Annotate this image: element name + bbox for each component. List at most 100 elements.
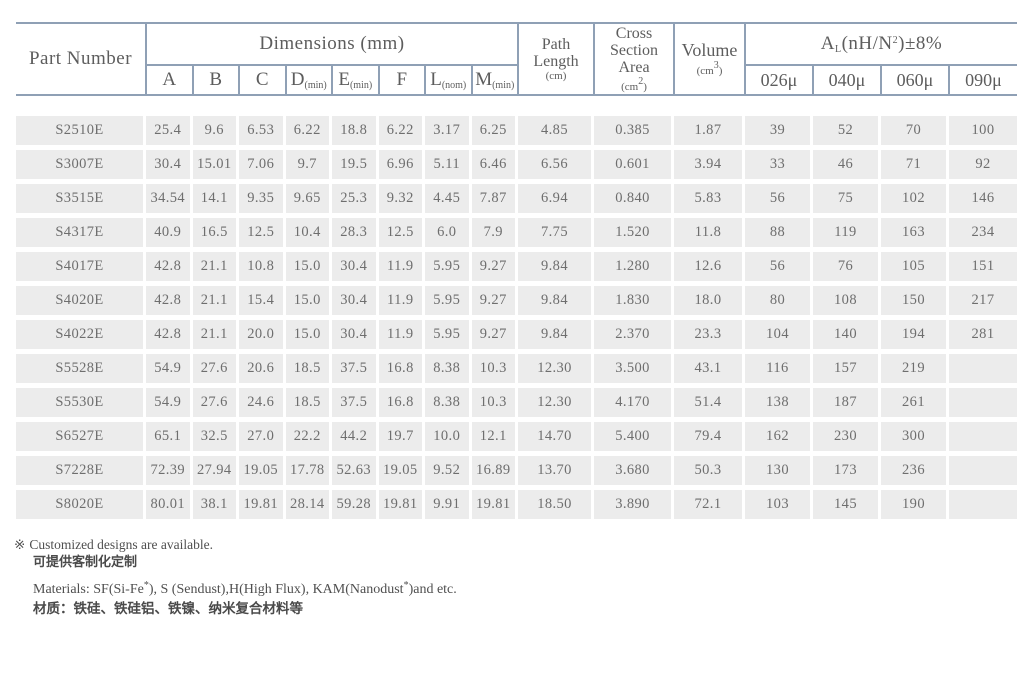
value-cell: 15.01 — [192, 150, 239, 184]
value-cell: 19.81 — [239, 490, 286, 524]
value-cell: 28.14 — [285, 490, 332, 524]
value-cell: 105 — [881, 252, 949, 286]
part-number-cell: S6527E — [16, 422, 146, 456]
value-cell: 18.5 — [285, 354, 332, 388]
value-cell: 19.81 — [378, 490, 425, 524]
value-cell: 52.63 — [332, 456, 379, 490]
value-cell: 40.9 — [146, 218, 193, 252]
value-cell: 3.890 — [594, 490, 674, 524]
value-cell: 119 — [813, 218, 881, 252]
value-cell: 20.6 — [239, 354, 286, 388]
value-cell: 14.70 — [518, 422, 594, 456]
value-cell: 19.5 — [332, 150, 379, 184]
value-cell: 5.11 — [425, 150, 472, 184]
value-cell: 16.89 — [471, 456, 518, 490]
part-number-cell: S4022E — [16, 320, 146, 354]
value-cell: 7.06 — [239, 150, 286, 184]
value-cell: 6.56 — [518, 150, 594, 184]
value-cell: 32.5 — [192, 422, 239, 456]
value-cell: 18.5 — [285, 388, 332, 422]
table-row: S5530E 54.9 27.6 24.6 18.5 37.5 16.8 8.38 10.3 12… — [16, 388, 1017, 422]
part-number-cell: S2510E — [16, 116, 146, 150]
value-cell: 15.4 — [239, 286, 286, 320]
value-cell: 162 — [745, 422, 813, 456]
value-cell: 30.4 — [332, 286, 379, 320]
value-cell: 30.4 — [146, 150, 193, 184]
value-cell: 12.5 — [378, 218, 425, 252]
part-number-cell: S3007E — [16, 150, 146, 184]
path-length-line2: Length — [533, 53, 579, 70]
value-cell: 11.9 — [378, 320, 425, 354]
value-cell: 108 — [813, 286, 881, 320]
value-cell: 4.85 — [518, 116, 594, 150]
spec-table-header: Part Number Dimensions (mm) Path Length … — [16, 22, 1017, 96]
value-cell: 70 — [881, 116, 949, 150]
value-cell: 21.1 — [192, 320, 239, 354]
value-cell: 138 — [745, 388, 813, 422]
value-cell: 16.8 — [378, 388, 425, 422]
table-row: S4022E 42.8 21.1 20.0 15.0 30.4 11.9 5.95 9.27 9.… — [16, 320, 1017, 354]
value-cell: 0.840 — [594, 184, 674, 218]
value-cell — [949, 490, 1017, 524]
value-cell: 2.370 — [594, 320, 674, 354]
value-cell: 4.170 — [594, 388, 674, 422]
col-header-al-group: AL(nH/N2)±8% — [744, 22, 1017, 66]
value-cell: 187 — [813, 388, 881, 422]
value-cell: 6.53 — [239, 116, 286, 150]
value-cell: 5.95 — [425, 320, 472, 354]
cross-section-line1: Cross — [615, 25, 653, 42]
table-row: S4017E 42.8 21.1 10.8 15.0 30.4 11.9 5.95 9.27 9.… — [16, 252, 1017, 286]
table-row: S2510E 25.4 9.6 6.53 6.22 18.8 6.22 3.17 6.25 4.8… — [16, 116, 1017, 150]
table-row: S8020E 80.01 38.1 19.81 28.14 59.28 19.81 9.91 1… — [16, 490, 1017, 524]
value-cell: 9.6 — [192, 116, 239, 150]
value-cell: 42.8 — [146, 286, 193, 320]
value-cell: 9.27 — [471, 286, 518, 320]
value-cell: 12.5 — [239, 218, 286, 252]
value-cell: 19.05 — [378, 456, 425, 490]
col-header-part-number: Part Number — [16, 22, 147, 96]
value-cell: 12.30 — [518, 388, 594, 422]
value-cell: 145 — [813, 490, 881, 524]
value-cell: 16.8 — [378, 354, 425, 388]
col-header-dim-l-nom: L(nom) — [424, 64, 473, 96]
value-cell: 42.8 — [146, 320, 193, 354]
footnotes: ※ Customized designs are available. 可提供客制… — [14, 537, 1035, 617]
value-cell: 219 — [881, 354, 949, 388]
col-header-dim-c: C — [238, 64, 287, 96]
value-cell: 21.1 — [192, 286, 239, 320]
value-cell: 56 — [745, 184, 813, 218]
value-cell: 0.385 — [594, 116, 674, 150]
value-cell: 1.830 — [594, 286, 674, 320]
value-cell: 39 — [745, 116, 813, 150]
value-cell: 236 — [881, 456, 949, 490]
value-cell: 27.0 — [239, 422, 286, 456]
note-customized-zh: 可提供客制化定制 — [33, 554, 138, 569]
table-row: S3007E 30.4 15.01 7.06 9.7 19.5 6.96 5.11 6.46 6.… — [16, 150, 1017, 184]
path-length-line1: Path — [541, 36, 571, 53]
value-cell: 300 — [881, 422, 949, 456]
note-customized-en: ※ Customized designs are available. — [14, 537, 1035, 553]
table-row: S4317E 40.9 16.5 12.5 10.4 28.3 12.5 6.0 7.9 7.75… — [16, 218, 1017, 252]
value-cell: 163 — [881, 218, 949, 252]
value-cell: 1.87 — [674, 116, 745, 150]
part-number-cell: S5528E — [16, 354, 146, 388]
value-cell: 0.601 — [594, 150, 674, 184]
value-cell: 9.91 — [425, 490, 472, 524]
value-cell: 130 — [745, 456, 813, 490]
value-cell: 157 — [813, 354, 881, 388]
value-cell: 9.35 — [239, 184, 286, 218]
value-cell: 19.7 — [378, 422, 425, 456]
col-header-dim-d-min: D(min) — [284, 64, 333, 96]
value-cell: 7.9 — [471, 218, 518, 252]
col-header-dim-f: F — [377, 64, 426, 96]
value-cell: 76 — [813, 252, 881, 286]
spec-rows: S2510E 25.4 9.6 6.53 6.22 18.8 6.22 3.17 6.25 4.8… — [16, 116, 1017, 524]
col-header-cross-section-area: Cross Section Area (cm2) — [593, 22, 675, 96]
value-cell: 17.78 — [285, 456, 332, 490]
cross-section-unit: (cm2) — [621, 76, 647, 93]
value-cell: 25.4 — [146, 116, 193, 150]
value-cell: 9.84 — [518, 252, 594, 286]
col-header-dim-e-min: E(min) — [331, 64, 380, 96]
value-cell: 151 — [949, 252, 1017, 286]
